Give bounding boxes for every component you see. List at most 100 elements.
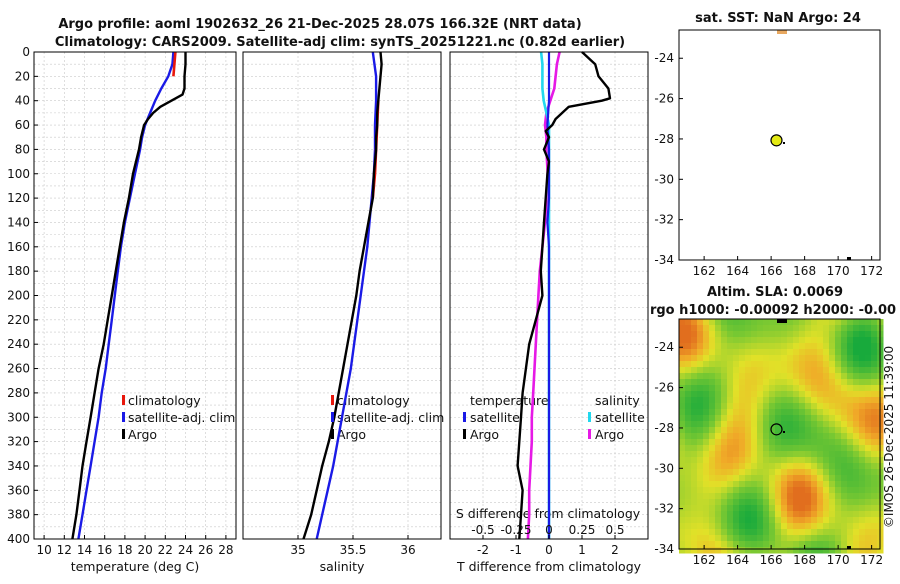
heat-cell bbox=[865, 439, 872, 446]
heat-cell bbox=[697, 439, 704, 446]
heat-cell bbox=[781, 349, 788, 356]
heat-cell bbox=[679, 511, 686, 518]
heat-cell bbox=[823, 499, 830, 506]
heat-cell bbox=[745, 403, 752, 410]
heat-cell bbox=[685, 415, 692, 422]
heat-cell bbox=[763, 331, 770, 338]
legend-swatch bbox=[122, 395, 125, 405]
heat-cell bbox=[865, 379, 872, 386]
heat-cell bbox=[853, 505, 860, 512]
y-tick-label: 280 bbox=[7, 386, 30, 400]
heat-cell bbox=[829, 427, 836, 434]
heat-cell bbox=[721, 457, 728, 464]
heat-cell bbox=[811, 463, 818, 470]
heat-cell bbox=[847, 337, 854, 344]
heat-cell bbox=[739, 427, 746, 434]
heat-cell bbox=[769, 499, 776, 506]
heat-cell bbox=[757, 463, 764, 470]
heat-cell bbox=[685, 409, 692, 416]
heat-cell bbox=[865, 523, 872, 530]
heat-cell bbox=[763, 355, 770, 362]
heat-cell bbox=[811, 451, 818, 458]
heat-cell bbox=[871, 403, 878, 410]
y-tick-label: 400 bbox=[7, 532, 30, 546]
x-tick-label: 168 bbox=[793, 264, 816, 278]
heat-cell bbox=[679, 379, 686, 386]
heat-cell bbox=[817, 421, 824, 428]
heat-cell bbox=[835, 391, 842, 398]
heat-cell bbox=[763, 511, 770, 518]
heat-cell bbox=[823, 541, 830, 548]
heat-cell bbox=[781, 427, 788, 434]
heat-cell bbox=[811, 373, 818, 380]
heat-cell bbox=[781, 421, 788, 428]
series-line-argo bbox=[71, 52, 187, 540]
x-tick-label: 10 bbox=[36, 543, 51, 557]
heat-cell bbox=[847, 373, 854, 380]
heat-cell bbox=[835, 403, 842, 410]
heat-cell bbox=[799, 397, 806, 404]
x-tick-label: 170 bbox=[827, 553, 850, 567]
heat-cell bbox=[823, 523, 830, 530]
x-tick-label: 35 bbox=[290, 543, 305, 557]
heat-cell bbox=[847, 409, 854, 416]
heat-cell bbox=[829, 493, 836, 500]
heat-cell bbox=[817, 379, 824, 386]
heat-cell bbox=[679, 451, 686, 458]
heat-cell bbox=[781, 541, 788, 548]
heat-cell bbox=[817, 451, 824, 458]
sla-heatmap-cells bbox=[679, 319, 884, 554]
heat-cell bbox=[781, 505, 788, 512]
heat-cell bbox=[727, 349, 734, 356]
x-tick-label: 28 bbox=[218, 543, 233, 557]
heat-cell bbox=[787, 409, 794, 416]
heat-cell bbox=[817, 517, 824, 524]
heat-cell bbox=[733, 541, 740, 548]
heat-cell bbox=[865, 535, 872, 542]
heat-cell bbox=[721, 325, 728, 332]
heat-cell bbox=[775, 481, 782, 488]
heat-cell bbox=[739, 343, 746, 350]
s-tick-label: 0 bbox=[545, 523, 553, 537]
heat-cell bbox=[745, 475, 752, 482]
heat-cell bbox=[757, 469, 764, 476]
heat-cell bbox=[697, 469, 704, 476]
heat-cell bbox=[775, 499, 782, 506]
heat-cell bbox=[757, 355, 764, 362]
heat-cell bbox=[799, 511, 806, 518]
heat-cell bbox=[703, 421, 710, 428]
heat-cell bbox=[853, 547, 860, 554]
heat-cell bbox=[769, 517, 776, 524]
heat-cell bbox=[799, 445, 806, 452]
heat-cell bbox=[685, 331, 692, 338]
heat-cell bbox=[799, 517, 806, 524]
heat-cell bbox=[739, 439, 746, 446]
heat-cell bbox=[685, 373, 692, 380]
heat-cell bbox=[745, 415, 752, 422]
heat-cell bbox=[721, 481, 728, 488]
heat-cell bbox=[823, 373, 830, 380]
heat-cell bbox=[817, 355, 824, 362]
heat-cell bbox=[805, 475, 812, 482]
heat-cell bbox=[769, 421, 776, 428]
heat-cell bbox=[799, 535, 806, 542]
heat-cell bbox=[781, 385, 788, 392]
heat-cell bbox=[829, 457, 836, 464]
heat-cell bbox=[775, 415, 782, 422]
heat-cell bbox=[823, 469, 830, 476]
heat-cell bbox=[721, 505, 728, 512]
heat-cell bbox=[871, 457, 878, 464]
heat-cell bbox=[871, 379, 878, 386]
heat-cell bbox=[787, 331, 794, 338]
heat-cell bbox=[781, 415, 788, 422]
heat-cell bbox=[787, 541, 794, 548]
heat-cell bbox=[787, 469, 794, 476]
heat-cell bbox=[805, 355, 812, 362]
heat-cell bbox=[745, 547, 752, 554]
heat-cell bbox=[799, 475, 806, 482]
heat-cell bbox=[757, 373, 764, 380]
heat-cell bbox=[871, 343, 878, 350]
x-tick-label: 162 bbox=[693, 553, 716, 567]
x-tick-label: 172 bbox=[860, 553, 883, 567]
heat-cell bbox=[781, 361, 788, 368]
